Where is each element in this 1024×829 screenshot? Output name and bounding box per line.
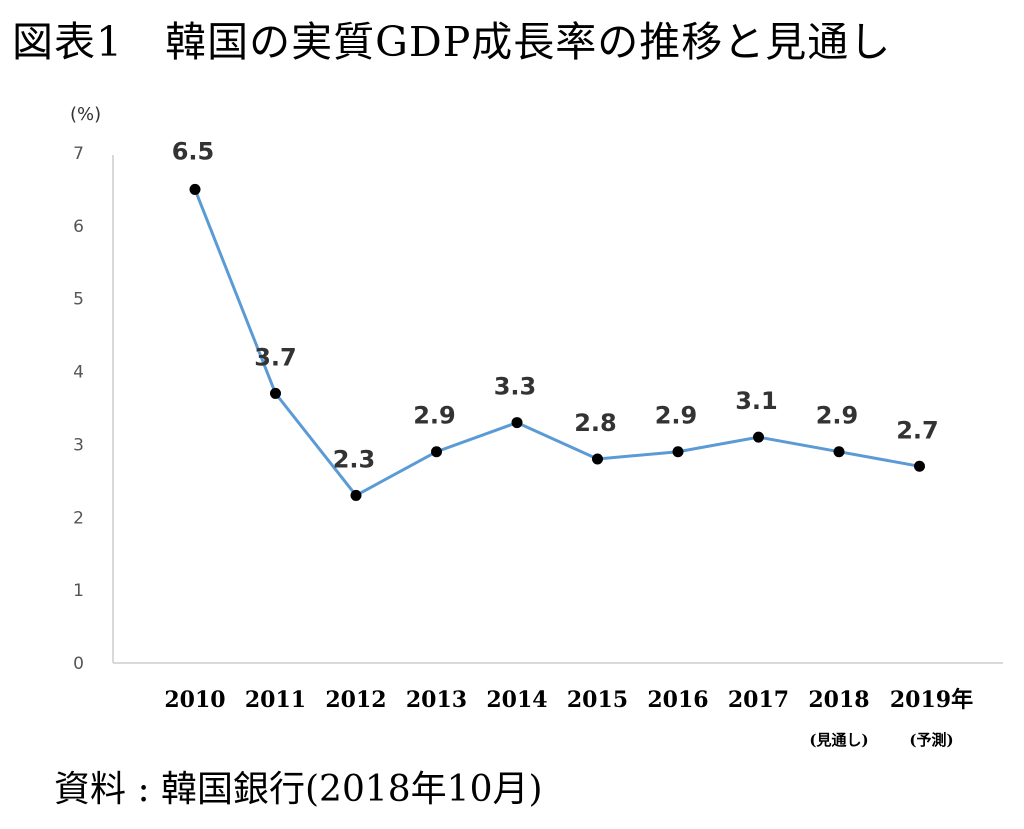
x-tick-label-2012: 2012 — [325, 687, 386, 713]
y-tick-label-4: 4 — [73, 363, 84, 383]
data-point-2016 — [672, 446, 684, 458]
x-tick-label-2014: 2014 — [486, 687, 547, 713]
x-tick-label-2017: 2017 — [728, 687, 789, 713]
data-point-2012 — [350, 489, 362, 501]
data-point-2011 — [270, 387, 281, 399]
data-label-2015: 2.8 — [574, 409, 617, 437]
x-tick-label-2010: 2010 — [164, 687, 225, 713]
data-label-2017: 3.1 — [735, 387, 778, 415]
x-tick-label-2016: 2016 — [647, 687, 708, 713]
data-point-2010 — [189, 183, 201, 195]
y-tick-label-5: 5 — [73, 290, 84, 310]
y-tick-label-2: 2 — [73, 508, 84, 528]
series-line — [193, 188, 920, 498]
y-axis-unit-label: (%) — [70, 104, 101, 125]
y-tick-label-0: 0 — [73, 654, 84, 674]
data-point-2018 — [833, 446, 845, 458]
data-label-2013: 2.9 — [413, 402, 456, 430]
y-tick-label-1: 1 — [73, 581, 84, 601]
source-note: 資料 : 韓国銀行(2018年10月) — [54, 769, 543, 810]
x-tick-note-2019: (予測) — [909, 731, 953, 749]
x-tick-note-2018: (見通し) — [809, 731, 868, 749]
x-tick-label-2019: 2019年 — [890, 687, 973, 713]
x-tick-label-2015: 2015 — [567, 687, 628, 713]
data-label-2016: 2.9 — [655, 402, 698, 430]
line-chart: (%) 0 1 2 3 4 5 6 7 6.5 3.7 2.3 2.9 3.3 2.8 2.9 3.1 2.9… — [70, 104, 1003, 749]
data-point-2019 — [914, 460, 925, 472]
data-label-2014: 3.3 — [494, 373, 537, 401]
data-point-2013 — [431, 446, 442, 458]
y-tick-label-3: 3 — [73, 435, 84, 455]
data-label-2018: 2.9 — [816, 402, 859, 430]
y-tick-label-7: 7 — [73, 144, 84, 164]
data-label-2019: 2.7 — [896, 416, 939, 444]
data-label-2010: 6.5 — [172, 137, 215, 165]
data-point-2017 — [753, 431, 764, 443]
x-tick-label-2011: 2011 — [245, 687, 306, 713]
data-label-2012: 2.3 — [333, 445, 376, 473]
x-tick-label-2018: 2018 — [808, 687, 869, 713]
data-point-2015 — [592, 453, 603, 465]
chart-title: 図表1 韓国の実質GDP成長率の推移と見通し — [12, 18, 892, 66]
data-point-2014 — [511, 417, 523, 429]
data-label-2011: 3.7 — [254, 343, 297, 371]
x-tick-label-2013: 2013 — [406, 687, 467, 713]
y-tick-label-6: 6 — [73, 217, 84, 237]
